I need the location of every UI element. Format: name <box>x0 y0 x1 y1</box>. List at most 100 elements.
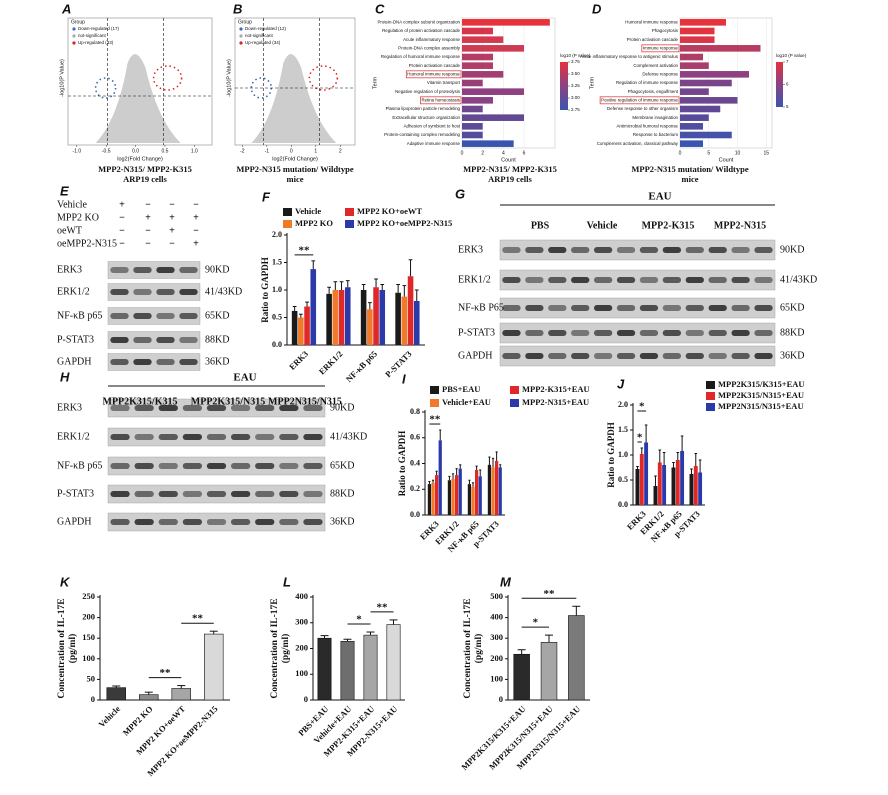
color-bar-label: 3.50 <box>571 71 580 76</box>
band <box>548 305 567 311</box>
band <box>525 277 544 283</box>
bar <box>498 467 502 515</box>
band <box>279 519 299 525</box>
term-label: Adaptive immune response <box>407 141 461 146</box>
bar <box>310 269 317 345</box>
band-label: ERK3 <box>57 402 82 413</box>
bar <box>680 451 685 505</box>
legend-swatch <box>283 220 292 228</box>
band-label: ERK3 <box>57 264 82 275</box>
color-bar-label: 7 <box>786 59 789 64</box>
band <box>662 277 682 283</box>
band <box>593 330 613 336</box>
band-label: GAPDH <box>57 356 91 367</box>
bar <box>462 71 504 78</box>
panel-letter: K <box>60 574 71 589</box>
term-label: Adhesion of symbiont to host <box>404 123 461 128</box>
condition-sign: − <box>145 238 151 249</box>
legend-label: Vehicle+EAU <box>442 397 491 407</box>
y-tick-label: 0.6 <box>410 433 420 442</box>
bar <box>698 472 703 505</box>
band <box>110 434 130 440</box>
point-cloud <box>251 54 337 143</box>
band <box>255 463 275 469</box>
band <box>685 277 704 283</box>
x-tick-label: -1.0 <box>73 148 82 154</box>
bar <box>462 105 483 113</box>
blot-strip <box>499 297 776 319</box>
x-tick-label: 0.0 <box>132 148 139 154</box>
band <box>206 463 227 469</box>
bar <box>438 440 442 515</box>
legend-swatch <box>345 208 354 216</box>
bar <box>680 71 749 78</box>
band <box>571 277 590 283</box>
y-tick-label: 0.2 <box>410 484 420 493</box>
band-size: 65KD <box>330 460 354 471</box>
band <box>279 463 299 469</box>
legend-dot <box>72 27 76 31</box>
bar <box>495 460 499 515</box>
condition-sign: − <box>119 212 125 223</box>
condition-sign: − <box>193 225 199 236</box>
legend-title: log10 (P value) <box>560 53 591 58</box>
up-cloud <box>152 65 183 91</box>
legend-swatch <box>706 392 715 400</box>
y-tick-label: 0.4 <box>410 458 420 467</box>
y-axis-label: (pg/ml) <box>280 634 291 664</box>
band <box>571 247 590 253</box>
bar <box>675 460 680 505</box>
bar <box>680 45 761 52</box>
bar <box>204 633 224 701</box>
term-label: Membrane invagination <box>632 115 678 120</box>
band <box>133 267 152 273</box>
band-label: ERK1/2 <box>57 286 90 297</box>
band <box>206 519 227 525</box>
bar <box>447 480 452 515</box>
band <box>158 434 178 440</box>
y-tick-label: 200 <box>295 642 308 652</box>
bar <box>360 290 367 345</box>
caption: ARP19 cells <box>123 174 167 184</box>
term-label: Defense response <box>642 71 678 76</box>
bar <box>395 292 401 345</box>
significance-label: ** <box>298 244 310 256</box>
band-size: 88KD <box>780 327 804 338</box>
band-label: NF-κB P65 <box>458 302 504 313</box>
legend-label: Vehicle <box>295 206 321 216</box>
y-axis-label: Ratio to GAPDH <box>260 257 270 323</box>
band <box>708 277 727 283</box>
bar <box>680 62 709 69</box>
bar <box>644 442 649 505</box>
band-label: ERK3 <box>458 244 483 255</box>
color-bar-label: 3.75 <box>571 59 580 64</box>
y-tick-label: 300 <box>490 632 503 642</box>
band <box>255 434 275 440</box>
bar <box>338 290 345 345</box>
legend-swatch <box>283 208 292 216</box>
condition-sign: − <box>169 199 175 210</box>
y-tick-label: 0 <box>304 694 308 704</box>
band <box>110 267 129 273</box>
blot-strip <box>107 307 201 325</box>
panel-letter: I <box>402 371 406 386</box>
caption: MPP2-N315 mutation/ Wildtype <box>631 164 748 174</box>
panel-letter: G <box>455 186 465 201</box>
band <box>708 247 727 253</box>
band-size: 90KD <box>780 244 804 255</box>
term-label: Regulation of immune response <box>616 80 679 85</box>
band <box>158 463 178 469</box>
blot-strip <box>499 239 776 261</box>
band <box>110 359 129 365</box>
bar <box>689 474 694 505</box>
band <box>548 330 567 336</box>
y-tick-label: 100 <box>295 668 308 678</box>
band <box>230 405 251 411</box>
legend-label: MPP2-N315+EAU <box>522 397 589 407</box>
band <box>548 353 567 359</box>
y-tick-label: 300 <box>295 617 308 627</box>
band-size: 90KD <box>205 264 229 275</box>
y-axis-label: Ratio to GAPDH <box>606 422 616 488</box>
point-cloud <box>95 54 181 143</box>
group-label: MPP2-K315 <box>642 220 695 231</box>
